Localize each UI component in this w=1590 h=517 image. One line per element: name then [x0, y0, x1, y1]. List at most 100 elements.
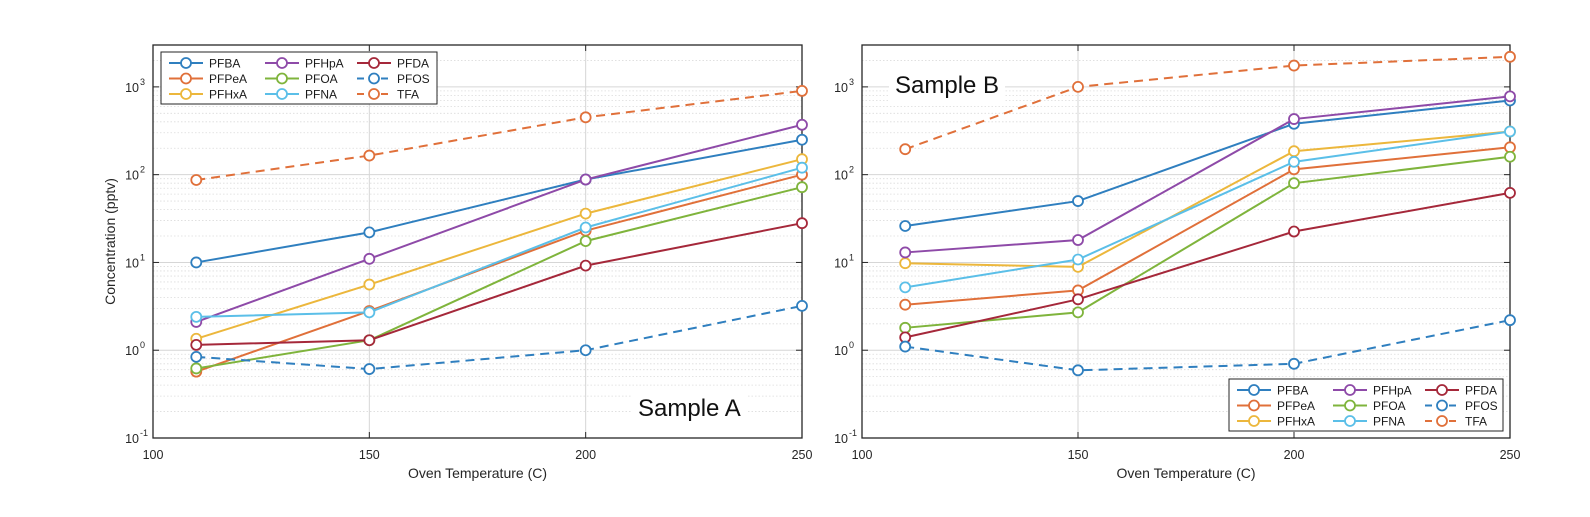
legend-item-pfpea: PFPeA — [1237, 399, 1315, 413]
legend-label: PFPeA — [1277, 399, 1315, 413]
legend-marker — [276, 57, 288, 69]
data-point — [796, 84, 808, 97]
series-line — [195, 158, 803, 340]
series-tfa — [190, 84, 808, 186]
legend-item-pfna: PFNA — [1333, 415, 1405, 429]
series-pfhpa — [899, 90, 1516, 259]
legend-label: PFHxA — [209, 88, 247, 102]
series-line — [905, 130, 1511, 268]
y-tick-base: 10 — [125, 169, 139, 183]
y-tick-exponent: -1 — [140, 428, 148, 438]
legend-marker — [368, 57, 380, 69]
legend-item-tfa: TFA — [357, 88, 419, 102]
legend-label: PFOA — [305, 72, 338, 86]
data-point — [899, 246, 912, 259]
data-point — [1504, 125, 1516, 138]
data-point — [579, 221, 592, 234]
legend-label: PFBA — [1277, 384, 1308, 398]
y-tick-base: 10 — [834, 432, 848, 446]
data-point — [1504, 141, 1516, 154]
x-axis-label: Oven Temperature (C) — [408, 465, 547, 481]
legend-item-pfos: PFOS — [1425, 399, 1498, 413]
legend-marker — [1248, 415, 1260, 427]
data-point — [579, 207, 592, 220]
data-point — [579, 173, 592, 186]
y-tick-exponent: 3 — [140, 77, 145, 87]
legend-marker — [180, 88, 192, 100]
data-point — [1072, 80, 1084, 93]
data-point — [899, 281, 912, 294]
series-line — [195, 123, 803, 323]
data-point — [363, 226, 376, 239]
series-line — [905, 130, 1511, 289]
series-line — [196, 138, 803, 264]
y-tick-base: 10 — [834, 169, 848, 183]
y-tick-label: 10 -1 — [125, 428, 148, 446]
data-point — [1504, 90, 1516, 103]
data-point — [1288, 155, 1300, 168]
data-point — [796, 118, 808, 131]
legend-label: PFDA — [397, 57, 429, 71]
y-tick-base: 10 — [125, 81, 139, 95]
x-axis-label: Oven Temperature (C) — [1116, 465, 1255, 481]
panel-label: Sample A — [638, 395, 741, 422]
legend-item-tfa: TFA — [1425, 415, 1487, 429]
panel-label: Sample B — [895, 72, 999, 99]
axes-box — [152, 44, 803, 439]
data-point — [190, 174, 203, 186]
data-point — [796, 181, 808, 194]
data-point — [190, 350, 203, 363]
data-point — [1288, 357, 1300, 370]
series-pfba — [899, 94, 1516, 232]
plot-area — [153, 45, 802, 438]
legend-label: PFHpA — [1373, 384, 1412, 398]
legend-item-pfoa: PFOA — [1333, 399, 1406, 413]
data-point — [1504, 186, 1516, 199]
y-tick-exponent: 0 — [849, 340, 854, 350]
data-point — [1288, 177, 1300, 190]
data-point — [1288, 59, 1300, 72]
legend-marker — [1344, 384, 1356, 396]
legend-item-pfda: PFDA — [1425, 384, 1497, 398]
legend-item-pfoa: PFOA — [265, 72, 338, 86]
legend-marker — [180, 72, 192, 85]
data-point — [363, 363, 376, 375]
x-tick-label: 200 — [1284, 448, 1305, 462]
legend-marker — [180, 57, 192, 69]
legend-label: PFNA — [305, 88, 337, 102]
y-tick-label: 10 1 — [834, 252, 854, 270]
data-point — [796, 133, 808, 146]
legend-label: PFOS — [1465, 399, 1498, 413]
y-tick-exponent: 2 — [849, 165, 854, 175]
data-point — [899, 143, 912, 156]
series-pfoa — [899, 150, 1516, 334]
y-tick-base: 10 — [125, 432, 139, 446]
legend-item-pfpea: PFPeA — [169, 72, 247, 86]
series-pfna — [190, 161, 808, 323]
data-point — [1288, 113, 1300, 125]
legend-marker — [1344, 399, 1356, 412]
data-point — [1504, 314, 1516, 327]
y-tick-base: 10 — [834, 256, 848, 270]
series-pfda — [190, 217, 808, 351]
data-point — [363, 252, 376, 265]
series-line — [905, 99, 1511, 228]
data-point — [579, 235, 592, 248]
legend-marker — [1248, 384, 1260, 396]
legend-item-pfda: PFDA — [357, 57, 429, 71]
legend-marker — [276, 88, 288, 100]
series-line — [196, 186, 803, 370]
data-point — [190, 310, 203, 323]
legend-marker — [1344, 415, 1356, 427]
x-tick-label: 250 — [1500, 448, 1521, 462]
legend-label: PFOA — [1373, 399, 1406, 413]
x-tick-label: 150 — [359, 448, 380, 462]
data-point — [899, 298, 912, 311]
y-tick-label: 10 0 — [125, 340, 145, 358]
y-tick-base: 10 — [125, 256, 139, 270]
legend-item-pfba: PFBA — [169, 57, 240, 71]
y-tick-exponent: 2 — [140, 165, 145, 175]
y-tick-exponent: 1 — [849, 252, 854, 262]
